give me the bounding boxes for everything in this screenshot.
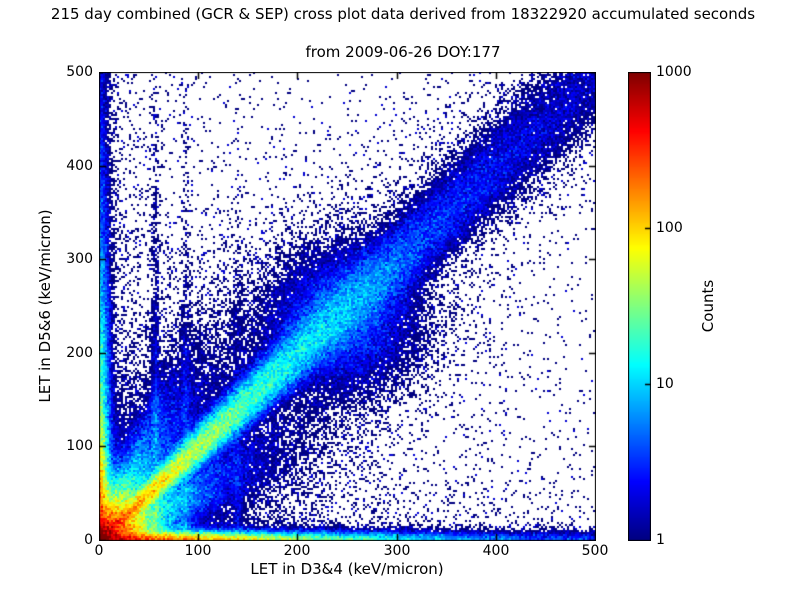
x-tick-label: 500 — [581, 543, 609, 559]
y-axis-label: LET in D5&6 (keV/micron) — [36, 209, 54, 403]
y-tick-label: 200 — [66, 345, 93, 361]
colorbar-tick-label: 1000 — [656, 64, 692, 80]
heatmap-canvas — [99, 72, 596, 541]
chart-title-line2: from 2009-06-26 DOY:177 — [305, 43, 501, 61]
x-axis-label: LET in D3&4 (keV/micron) — [250, 560, 444, 578]
y-tick-label: 100 — [66, 438, 93, 454]
y-tick-label: 400 — [66, 158, 93, 174]
colorbar-tick-label: 10 — [656, 376, 674, 392]
chart-title-line1: 215 day combined (GCR & SEP) cross plot … — [50, 5, 756, 23]
x-tick-label: 400 — [482, 543, 510, 559]
x-tick-label: 300 — [383, 543, 411, 559]
x-tick-label: 200 — [283, 543, 311, 559]
x-tick-label: 0 — [94, 543, 104, 559]
colorbar-canvas — [628, 72, 651, 541]
colorbar-tick-label: 100 — [656, 220, 683, 236]
x-tick-label: 100 — [184, 543, 212, 559]
y-tick-label: 0 — [84, 532, 93, 548]
colorbar-tick-label: 1 — [656, 532, 665, 548]
colorbar-label: Counts — [699, 279, 717, 333]
y-tick-label: 300 — [66, 251, 93, 267]
y-tick-label: 500 — [66, 64, 93, 80]
